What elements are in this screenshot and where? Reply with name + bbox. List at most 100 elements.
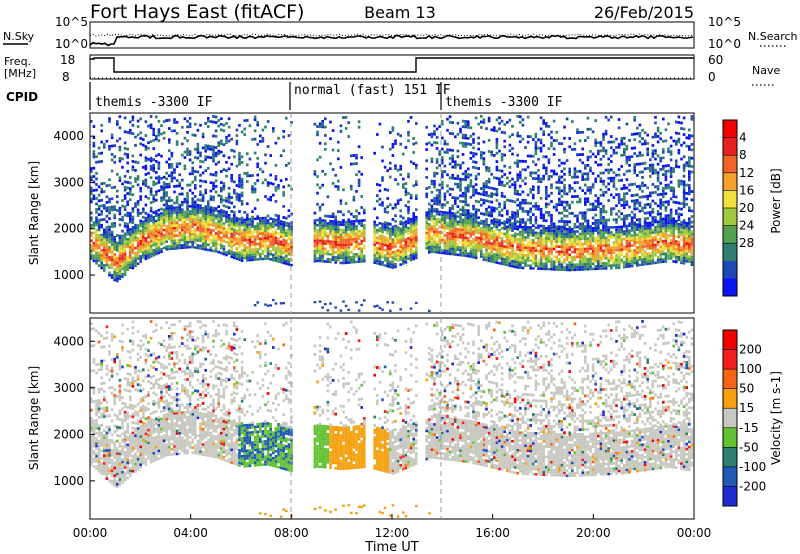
heatmap-cell — [108, 206, 111, 209]
heatmap-cell — [633, 146, 636, 150]
heatmap-cell — [630, 183, 634, 186]
heatmap-cell — [344, 115, 348, 119]
heatmap-cell — [456, 177, 460, 181]
heatmap-cell — [157, 167, 161, 170]
heatmap-cell — [144, 257, 148, 261]
heatmap-cell — [342, 243, 345, 247]
heatmap-cell — [482, 193, 486, 197]
heatmap-cell — [214, 237, 218, 240]
heatmap-cell — [441, 216, 444, 219]
heatmap-cell — [568, 187, 571, 190]
heatmap-cell — [623, 195, 626, 199]
heatmap-cell — [454, 225, 457, 228]
heatmap-cell — [459, 241, 462, 244]
heatmap-cell — [282, 256, 285, 260]
heatmap-cell — [415, 194, 418, 198]
heatmap-cell — [506, 251, 509, 254]
heatmap-cell — [435, 212, 439, 216]
heatmap-cell — [438, 183, 441, 187]
heatmap-cell — [376, 259, 379, 263]
heatmap-cell — [238, 151, 241, 155]
heatmap-cell — [217, 243, 220, 246]
heatmap-cell — [503, 220, 506, 224]
heatmap-cell — [378, 257, 382, 261]
heatmap-cell — [201, 227, 205, 230]
heatmap-cell — [550, 222, 553, 226]
heatmap-cell — [175, 143, 179, 146]
heatmap-cell — [550, 229, 553, 233]
heatmap-cell — [165, 230, 168, 233]
heatmap-cell — [459, 228, 462, 231]
heatmap-cell — [521, 179, 525, 183]
heatmap-cell — [326, 252, 330, 256]
heatmap-cell — [412, 212, 415, 215]
heatmap-cell — [474, 152, 478, 156]
heatmap-cell — [347, 258, 350, 262]
heatmap-cell — [399, 214, 402, 218]
heatmap-cell — [495, 151, 499, 155]
heatmap-cell — [563, 214, 566, 218]
heatmap-cell — [279, 154, 283, 158]
heatmap-cell — [240, 241, 244, 245]
heatmap-cell — [615, 261, 618, 265]
heatmap-cell — [409, 246, 413, 249]
heatmap-cell — [474, 238, 478, 242]
heatmap-cell — [233, 243, 236, 247]
heatmap-cell — [233, 188, 236, 192]
heatmap-cell — [105, 209, 109, 213]
heatmap-cell — [506, 253, 509, 257]
heatmap-cell — [495, 258, 499, 262]
heatmap-cell — [123, 252, 127, 256]
heatmap-cell — [612, 218, 616, 222]
heatmap-cell — [547, 237, 551, 240]
heatmap-cell — [183, 210, 187, 214]
heatmap-cell — [490, 195, 493, 198]
heatmap-cell — [617, 118, 621, 121]
heatmap-cell — [277, 247, 280, 251]
heatmap-cell — [599, 157, 603, 161]
heatmap-cell — [116, 261, 119, 265]
heatmap-cell — [511, 229, 514, 232]
heatmap-cell — [485, 210, 488, 214]
heatmap-cell — [178, 236, 181, 240]
heatmap-cell — [363, 254, 366, 258]
heatmap-cell — [529, 226, 532, 229]
heatmap-cell — [607, 244, 610, 247]
heatmap-cell — [568, 266, 571, 269]
heatmap-cell — [461, 172, 465, 176]
heatmap-cell — [355, 260, 358, 264]
heatmap-cell — [175, 247, 179, 250]
heatmap-cell — [173, 242, 176, 245]
heatmap-cell — [191, 222, 194, 226]
heatmap-cell — [581, 263, 584, 266]
heatmap-cell — [285, 116, 288, 120]
heatmap-cell — [123, 141, 127, 145]
heatmap-cell — [191, 212, 194, 216]
heatmap-cell — [571, 175, 574, 179]
heatmap-cell — [560, 175, 564, 179]
heatmap-cell — [586, 127, 590, 131]
heatmap-cell — [433, 207, 436, 211]
heatmap-cell — [264, 221, 267, 225]
heatmap-cell — [381, 308, 384, 311]
heatmap-cell — [521, 221, 525, 224]
heatmap-cell — [261, 224, 265, 228]
heatmap-cell — [529, 246, 532, 250]
heatmap-cell — [552, 240, 556, 243]
heatmap-cell — [464, 241, 467, 245]
heatmap-cell — [256, 143, 259, 146]
heatmap-cell — [225, 210, 228, 214]
heatmap-cell — [428, 208, 431, 211]
heatmap-cell — [165, 194, 168, 197]
heatmap-cell — [594, 224, 597, 228]
heatmap-cell — [472, 220, 475, 223]
heatmap-cell — [493, 253, 496, 256]
heatmap-cell — [274, 141, 278, 145]
heatmap-cell — [495, 248, 499, 252]
heatmap-cell — [555, 255, 558, 259]
heatmap-cell — [399, 167, 402, 171]
heatmap-cell — [243, 244, 246, 247]
heatmap-cell — [602, 262, 605, 265]
heatmap-cell — [256, 156, 259, 160]
heatmap-cell — [498, 127, 501, 131]
